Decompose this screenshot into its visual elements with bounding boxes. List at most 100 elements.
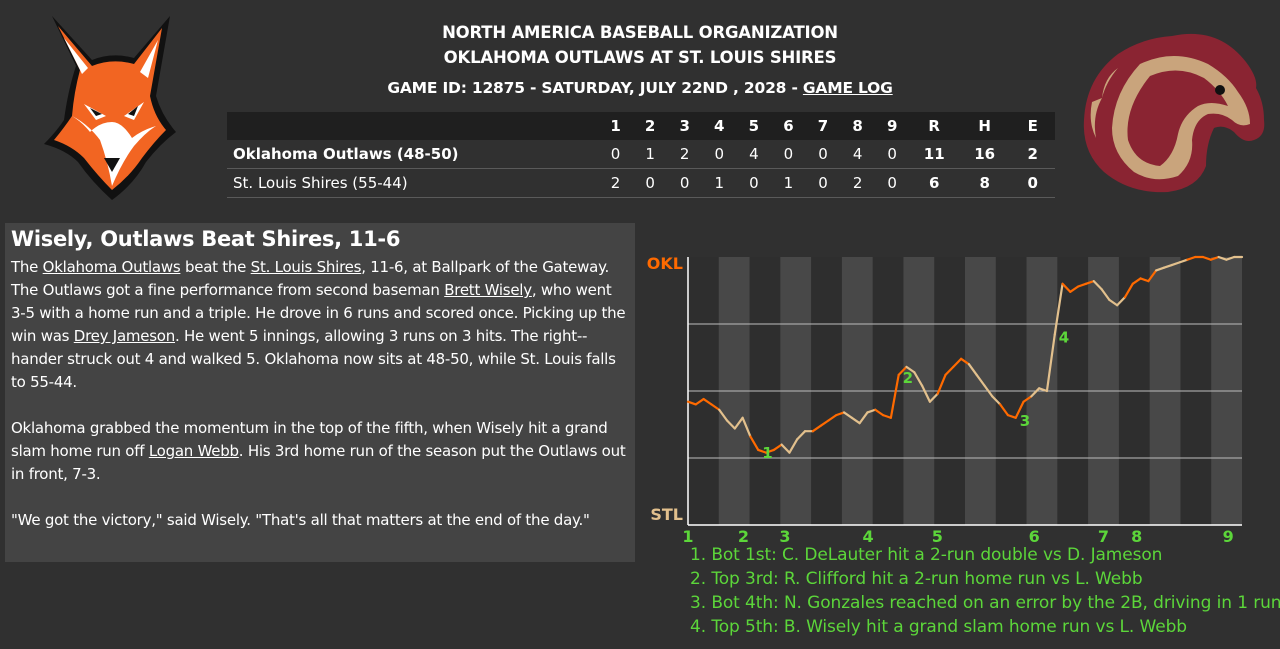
inning-header: 9 bbox=[886, 117, 898, 135]
win-probability-segment bbox=[967, 363, 978, 377]
win-probability-segment bbox=[889, 373, 900, 419]
inning-header: 2 bbox=[644, 117, 656, 135]
win-probability-segment bbox=[1077, 282, 1088, 288]
win-probability-segment bbox=[835, 411, 846, 417]
win-probability-segment bbox=[710, 403, 721, 411]
win-probability-segment bbox=[1201, 255, 1212, 261]
table-row: Oklahoma Outlaws (48-50) 0 1 2 0 4 0 0 4… bbox=[227, 140, 1055, 169]
inning-score: 0 bbox=[818, 174, 828, 192]
win-probability-segment bbox=[1061, 282, 1072, 293]
win-probability-segment bbox=[827, 414, 838, 422]
inning-header: 7 bbox=[817, 117, 829, 135]
player-link-wisely[interactable]: Brett Wisely bbox=[444, 281, 532, 299]
win-probability-segment bbox=[1170, 261, 1181, 267]
recap-paragraph: The Oklahoma Outlaws beat the St. Louis … bbox=[11, 256, 629, 394]
win-probability-segment bbox=[1053, 282, 1064, 336]
inning-tick-label: 4 bbox=[862, 527, 873, 545]
win-probability-segment bbox=[702, 397, 713, 406]
win-probability-segment bbox=[718, 408, 729, 422]
runs-header: R bbox=[928, 117, 940, 135]
win-probability-segment bbox=[686, 400, 697, 406]
win-probability-segment bbox=[936, 373, 947, 395]
win-probability-segment bbox=[1209, 255, 1220, 261]
inning-score: 2 bbox=[610, 174, 621, 192]
inning-header: 6 bbox=[783, 117, 794, 135]
inning-tick-label: 7 bbox=[1098, 527, 1109, 545]
team-link-stl[interactable]: St. Louis Shires bbox=[250, 258, 362, 276]
recap-text: The bbox=[11, 258, 43, 276]
event-marker-label: 1 bbox=[762, 444, 772, 462]
inning-tick-label: 5 bbox=[932, 527, 943, 545]
win-probability-segment bbox=[764, 448, 775, 454]
win-probability-segment bbox=[1022, 395, 1033, 403]
inning-score: 1 bbox=[645, 145, 655, 163]
errors-total: 0 bbox=[1027, 174, 1038, 192]
win-probability-segment bbox=[1147, 269, 1158, 283]
win-probability-segment bbox=[725, 419, 736, 430]
team-link-okl[interactable]: Oklahoma Outlaws bbox=[42, 258, 181, 276]
event-marker-label: 2 bbox=[903, 369, 913, 387]
win-probability-segment bbox=[1217, 255, 1228, 261]
win-probability-segment bbox=[944, 365, 955, 377]
win-probability-segment bbox=[874, 408, 885, 417]
win-probability-segment bbox=[1116, 296, 1127, 307]
win-probability-segment bbox=[1162, 263, 1173, 269]
win-probability-segment bbox=[1092, 280, 1103, 291]
inning-tick-label: 1 bbox=[682, 527, 693, 545]
win-probability-segment bbox=[1100, 288, 1111, 301]
win-probability-segment bbox=[850, 416, 861, 425]
event-marker-label: 4 bbox=[1059, 329, 1069, 347]
table-row: St. Louis Shires (55-44) 2 0 0 1 0 1 0 2… bbox=[227, 169, 1055, 198]
win-probability-segment bbox=[1139, 277, 1150, 283]
runs-total: 11 bbox=[923, 145, 945, 163]
player-link-jameson[interactable]: Drey Jameson bbox=[73, 327, 175, 345]
hits-header: H bbox=[978, 117, 991, 135]
win-probability-segment bbox=[694, 397, 705, 406]
inning-score: 1 bbox=[714, 174, 725, 192]
win-probability-segment bbox=[1155, 266, 1166, 272]
game-id-line: GAME ID: 12875 - SATURDAY, JULY 22ND , 2… bbox=[300, 77, 980, 99]
horse-logo-icon bbox=[1083, 33, 1265, 193]
inning-header: 8 bbox=[852, 117, 863, 135]
inning-score: 0 bbox=[818, 145, 828, 163]
win-probability-segment bbox=[819, 419, 830, 427]
recap-paragraph: Oklahoma grabbed the momentum in the top… bbox=[11, 417, 629, 486]
matchup-title: OKLAHOMA OUTLAWS AT ST. LOUIS SHIRES bbox=[443, 48, 837, 67]
win-probability-segment bbox=[772, 443, 783, 452]
win-probability-segment bbox=[1069, 285, 1080, 293]
errors-total: 2 bbox=[1027, 145, 1038, 163]
inning-score: 0 bbox=[679, 174, 690, 192]
player-link-webb[interactable]: Logan Webb bbox=[148, 442, 239, 460]
win-probability-segment bbox=[1014, 400, 1025, 419]
win-probability-segment bbox=[1123, 282, 1134, 299]
recap-headline: Wisely, Outlaws Beat Shires, 11-6 bbox=[11, 227, 401, 251]
inning-score: 0 bbox=[749, 174, 759, 192]
inning-score: 2 bbox=[679, 145, 690, 163]
inning-tick-label: 3 bbox=[779, 527, 790, 545]
win-probability-segment bbox=[1186, 255, 1197, 261]
win-probability-segment bbox=[741, 416, 752, 438]
win-probability-segment bbox=[1045, 333, 1056, 393]
team-name: St. Louis Shires (55-44) bbox=[233, 174, 408, 192]
recap-quote: "We got the victory," said Wisely. "That… bbox=[11, 511, 590, 529]
inning-tick-label: 8 bbox=[1131, 527, 1142, 545]
win-probability-segment bbox=[928, 392, 939, 403]
inning-tick-label: 9 bbox=[1223, 527, 1234, 545]
inning-score: 4 bbox=[749, 145, 759, 163]
hits-total: 16 bbox=[974, 145, 996, 163]
org-title: NORTH AMERICA BASEBALL ORGANIZATION bbox=[442, 23, 838, 42]
inning-header: 3 bbox=[679, 117, 690, 135]
game-log-link[interactable]: GAME LOG bbox=[802, 79, 893, 97]
win-probability-segment bbox=[897, 365, 908, 377]
recap-text: Oklahoma grabbed the momentum in the top… bbox=[11, 419, 608, 460]
win-probability-segment bbox=[905, 365, 916, 374]
win-probability-segment bbox=[811, 424, 822, 433]
line-score-table: 1 2 3 4 5 6 7 8 9 R H E Oklahoma Outlaws… bbox=[227, 112, 1055, 198]
win-probability-segment bbox=[1108, 298, 1119, 307]
inning-score: 1 bbox=[783, 174, 794, 192]
event-marker-label: 3 bbox=[1020, 412, 1030, 430]
team-column-header bbox=[227, 112, 598, 140]
game-recap: Wisely, Outlaws Beat Shires, 11-6 The Ok… bbox=[5, 223, 635, 562]
y-axis-label-top: OKL bbox=[647, 254, 683, 273]
win-probability-segment bbox=[952, 357, 963, 368]
